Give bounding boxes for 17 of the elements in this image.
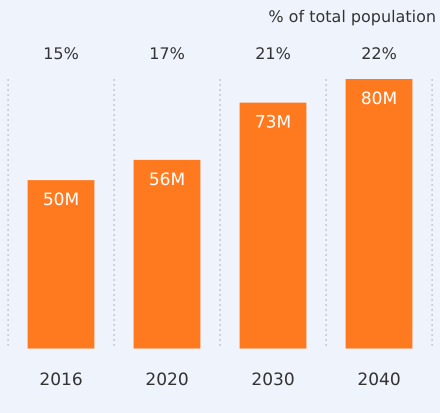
x-tick-label: 2016 [39,370,83,390]
bar [240,102,306,349]
x-tick-label: 2040 [357,370,401,390]
chart-subtitle: % of total population [268,7,436,26]
data-label: 80M [360,88,398,109]
data-label: 73M [254,112,292,133]
bar [28,180,94,349]
x-tick-label: 2020 [145,370,189,390]
text: 22% [361,44,397,64]
data-label: 56M [148,170,186,190]
data-label: 50M [42,190,80,210]
text: 17% [149,44,185,64]
text: 21% [255,44,291,64]
text: 15% [43,44,79,64]
x-tick-label: 2030 [251,370,295,390]
bar [134,160,200,349]
bar [346,79,412,349]
